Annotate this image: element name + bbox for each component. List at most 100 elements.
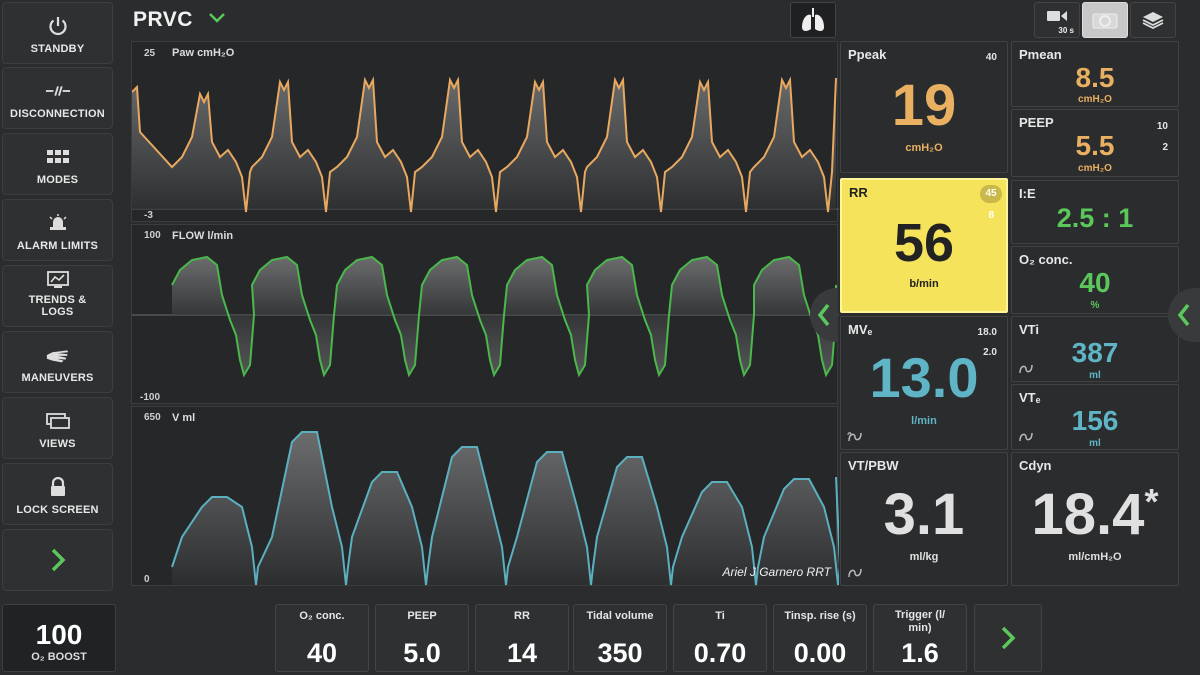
chevron-down-icon[interactable] — [208, 12, 226, 24]
trends-logs-label: TRENDS & LOGS — [28, 294, 87, 318]
chevron-left-icon — [817, 303, 830, 327]
paw-scale-min: -3 — [144, 210, 153, 221]
alarm-limits-button[interactable]: ALARM LIMITS — [2, 199, 113, 261]
setting-rr[interactable]: RR 14 — [475, 604, 569, 672]
rr-alarm-tile[interactable]: RR 45 8 56 b/min — [840, 178, 1008, 313]
pmean-name: Pmean — [1019, 47, 1062, 62]
setting-trigger[interactable]: Trigger (l/ min) 1.6 — [873, 604, 967, 672]
loop-icon — [1019, 364, 1033, 374]
setting-value: 0.00 — [793, 638, 847, 668]
vt-pbw-tile[interactable]: VT/PBW 3.1 ml/kg — [840, 452, 1008, 586]
maneuvers-label: MANEUVERS — [21, 372, 94, 384]
ie-tile[interactable]: I:E 2.5 : 1 — [1011, 180, 1179, 244]
cdyn-name: Cdyn — [1019, 458, 1052, 473]
peep-unit: cmH₂O — [1078, 163, 1112, 174]
o2-value: 40 — [1079, 267, 1111, 298]
lung-view-button[interactable] — [790, 2, 836, 38]
setting-peep[interactable]: PEEP 5.0 — [375, 604, 469, 672]
cdyn-value-row: 18.4* — [1012, 481, 1178, 548]
ppeak-name: Ppeak — [848, 47, 887, 62]
o2-name: O₂ conc. — [1019, 252, 1073, 267]
chevron-right-icon — [51, 548, 65, 572]
setting-value: 14 — [506, 638, 538, 668]
ppeak-value: 19 — [891, 73, 957, 138]
waveform-area: 25 -3 Paw cmH₂O 100 -100 FLOW l/min 650 … — [131, 41, 839, 586]
cdyn-unit: ml/cmH₂O — [1068, 551, 1122, 563]
paw-waveform — [132, 76, 839, 213]
setting-ti[interactable]: Ti 0.70 — [673, 604, 767, 672]
cdyn-value: 18.4 — [1031, 482, 1145, 547]
views-icon — [45, 410, 71, 432]
o2-boost-button[interactable]: 100 O₂ BOOST — [2, 604, 116, 672]
setting-o2-conc[interactable]: O₂ conc. 40 — [275, 604, 369, 672]
modes-button[interactable]: MODES — [2, 133, 113, 195]
pmean-unit: cmH₂O — [1078, 94, 1112, 105]
vtpbw-unit: ml/kg — [909, 551, 939, 563]
sidebar-expand-button[interactable] — [2, 529, 113, 591]
more-settings-button[interactable] — [974, 604, 1042, 672]
lock-screen-button[interactable]: LOCK SCREEN — [2, 463, 113, 525]
flow-label: FLOW l/min — [172, 230, 234, 242]
rr-lower-limit: 8 — [988, 210, 994, 221]
vti-tile[interactable]: VTi 387 ml — [1011, 316, 1179, 382]
cdyn-star: * — [1144, 481, 1159, 522]
alarm-limits-label: ALARM LIMITS — [16, 240, 99, 252]
setting-tidal-volume[interactable]: Tidal volume 350 — [573, 604, 667, 672]
setting-name: Tinsp. rise (s) — [784, 610, 856, 622]
o2-conc-tile[interactable]: O₂ conc. 40 % — [1011, 246, 1179, 314]
cdyn-tile[interactable]: Cdyn 18.4* ml/cmH₂O — [1011, 452, 1179, 586]
screenshot-button[interactable] — [1082, 2, 1128, 38]
ppeak-tile[interactable]: Ppeak 40 19 cmH₂O — [840, 41, 1008, 173]
rr-name: RR — [849, 185, 868, 200]
o2-boost-label: O₂ BOOST — [31, 651, 87, 663]
ie-name: I:E — [1019, 186, 1036, 201]
pmean-tile[interactable]: Pmean 8.5 cmH₂O — [1011, 41, 1179, 107]
trends-logs-button[interactable]: TRENDS & LOGS — [2, 265, 113, 327]
setting-value: 350 — [597, 638, 643, 668]
peep-value: 5.5 — [1075, 130, 1115, 161]
ie-value: 2.5 : 1 — [1056, 203, 1134, 233]
watermark: Ariel J Garnero RRT — [722, 565, 831, 579]
paw-waveform-panel: 25 -3 Paw cmH₂O — [131, 41, 839, 222]
standby-button[interactable]: STANDBY — [2, 2, 113, 64]
o2-boost-value: 100 — [35, 619, 83, 650]
setting-name: Ti — [715, 610, 725, 622]
lock-screen-label: LOCK SCREEN — [16, 504, 99, 516]
top-bar: PRVC 30 s — [120, 0, 1200, 40]
disconnect-icon — [45, 80, 71, 102]
setting-tinsp-rise[interactable]: Tinsp. rise (s) 0.00 — [773, 604, 867, 672]
peep-name: PEEP — [1019, 115, 1054, 130]
pmean-value: 8.5 — [1075, 62, 1115, 93]
rr-value: 56 — [893, 213, 955, 273]
video-record-button[interactable]: 30 s — [1034, 2, 1080, 38]
setting-value: 40 — [306, 638, 338, 668]
lock-icon — [45, 476, 71, 498]
mve-name: MVₑ — [848, 322, 873, 337]
peep-upper-limit: 10 — [1156, 121, 1168, 132]
setting-value: 1.6 — [901, 638, 939, 668]
peep-tile[interactable]: PEEP 10 2 5.5 cmH₂O — [1011, 109, 1179, 177]
vte-tile[interactable]: VTₑ 156 ml — [1011, 384, 1179, 450]
setting-name: PEEP — [407, 610, 437, 622]
setting-name: O₂ conc. — [299, 610, 345, 622]
views-button[interactable]: VIEWS — [2, 397, 113, 459]
disconnection-button[interactable]: DISCONNECTION — [2, 67, 113, 129]
maneuvers-button[interactable]: MANEUVERS — [2, 331, 113, 393]
flow-waveform — [132, 255, 839, 378]
ppeak-unit: cmH₂O — [905, 142, 943, 154]
ventilation-mode[interactable]: PRVC — [133, 8, 193, 31]
gallery-button[interactable] — [1130, 2, 1176, 38]
peep-lower-limit: 2 — [1162, 142, 1168, 153]
ppeak-upper-limit: 40 — [985, 52, 997, 63]
hand-icon — [45, 344, 71, 366]
chevron-right-icon — [1001, 626, 1016, 650]
vti-value: 387 — [1071, 337, 1119, 368]
settings-bar: 100 O₂ BOOST O₂ conc. 40 PEEP 5.0 RR 14 … — [0, 600, 1200, 675]
views-label: VIEWS — [39, 438, 76, 450]
mve-tile[interactable]: MVₑ 18.0 2.0 13.0 l/min — [840, 316, 1008, 450]
chevron-left-icon — [1177, 303, 1190, 327]
setting-value: 5.0 — [403, 638, 441, 668]
sidebar: STANDBY DISCONNECTION MODES ALARM LIMITS… — [0, 0, 116, 596]
rr-upper-limit-badge: 45 — [980, 185, 1002, 203]
volume-label: V ml — [172, 412, 196, 424]
